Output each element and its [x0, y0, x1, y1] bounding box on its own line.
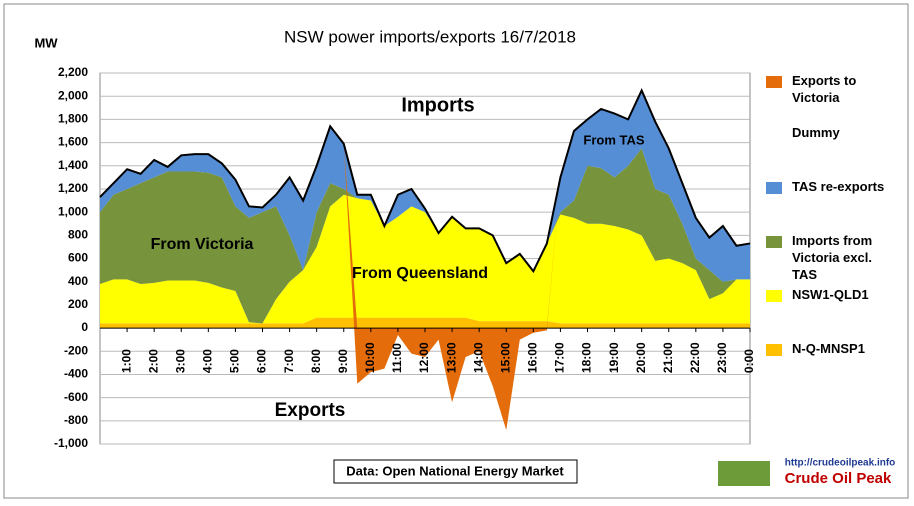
logo-image	[718, 461, 770, 486]
x-tick-label: 0:00	[742, 349, 756, 373]
y-tick-label: 0	[81, 320, 88, 334]
area	[100, 194, 750, 324]
x-tick-label: 5:00	[228, 349, 242, 373]
chart-title: NSW power imports/exports 16/7/2018	[284, 27, 576, 46]
y-tick-label: -600	[64, 390, 88, 404]
x-tick-label: 4:00	[201, 349, 215, 373]
x-tick-label: 21:00	[661, 342, 675, 373]
x-tick-label: 23:00	[715, 342, 729, 373]
total-line	[99, 87, 751, 274]
legend-label: TAS re-exports	[792, 179, 884, 194]
annotation: Exports	[275, 400, 346, 421]
x-tick-label: 11:00	[390, 343, 404, 373]
source: Data: Open National Energy Market	[346, 463, 564, 478]
legend-label: Imports from Victoria excl. TAS	[792, 233, 872, 282]
annotation: From Victoria	[151, 236, 254, 253]
y-tick-label: 800	[68, 227, 88, 241]
legend-label: NSW1-QLD1	[792, 287, 869, 302]
plot-area: -1,000 -800 -600 -400 -200 0 200 400 600 800 1,000…	[54, 65, 756, 450]
y-tick-label: 1,200	[58, 181, 88, 195]
legend-swatch	[766, 76, 782, 88]
logo-name: Crude Oil Peak	[785, 470, 892, 487]
y-tick-label: 1,400	[58, 158, 88, 172]
logo: http://crudeoilpeak.info Crude Oil Peak	[718, 458, 895, 487]
y-tick-label: 2,000	[58, 88, 88, 102]
area	[100, 148, 750, 324]
annotation: Imports	[401, 94, 474, 116]
y-tick-label: 400	[68, 274, 88, 288]
x-tick-label: 14:00	[471, 342, 485, 373]
x-tick-label: 2:00	[146, 349, 160, 373]
x-tick-label: 6:00	[255, 349, 269, 373]
y-tick-label: -800	[64, 413, 88, 427]
y-tick-label: -1,000	[54, 436, 88, 450]
source-box	[333, 459, 578, 484]
y-tick-label: 200	[68, 297, 88, 311]
area	[100, 90, 750, 282]
x-tick-label: 19:00	[607, 342, 621, 373]
x-tick-label: 22:00	[688, 342, 702, 373]
y-axis-label: MW	[34, 35, 58, 50]
x-tick-label: 12:00	[417, 342, 431, 373]
x-tick-label: 15:00	[498, 342, 512, 373]
x-tick-label: 16:00	[526, 342, 540, 373]
legend-swatch	[766, 236, 782, 248]
legend: Exports to Victoria Dummy TAS re-exports Imp…	[766, 73, 884, 356]
area	[100, 317, 750, 329]
legend-label: Exports to Victoria	[792, 73, 856, 105]
x-tick-label: 1:00	[119, 349, 133, 373]
y-tick-label: 600	[68, 251, 88, 265]
y-tick-label: 1,600	[58, 135, 88, 149]
y-tick-label: 2,200	[58, 65, 88, 79]
x-tick-label: 13:00	[444, 342, 458, 373]
x-tick-label: 9:00	[336, 349, 350, 373]
y-tick-label: 1,000	[58, 204, 88, 218]
x-tick-label: 20:00	[634, 342, 648, 373]
annotation: From TAS	[583, 132, 644, 147]
legend-swatch	[766, 290, 782, 302]
annotation: From Queensland	[352, 265, 488, 282]
legend-label: Dummy	[792, 125, 840, 140]
x-tick-label: 7:00	[282, 349, 296, 373]
legend-swatch	[766, 182, 782, 194]
y-tick-label: -200	[64, 343, 88, 357]
legend-swatch	[766, 344, 782, 356]
x-tick-label: 3:00	[173, 349, 187, 373]
legend-label: N-Q-MNSP1	[792, 341, 865, 356]
x-tick-label: 17:00	[553, 342, 567, 373]
x-tick-label: 18:00	[580, 342, 594, 373]
x-tick-label: 10:00	[363, 342, 377, 373]
y-tick-label: 1,800	[58, 112, 88, 126]
y-tick-label: -400	[64, 367, 88, 381]
logo-url: http://crudeoilpeak.info	[785, 458, 896, 469]
x-tick-label: 8:00	[309, 349, 323, 373]
